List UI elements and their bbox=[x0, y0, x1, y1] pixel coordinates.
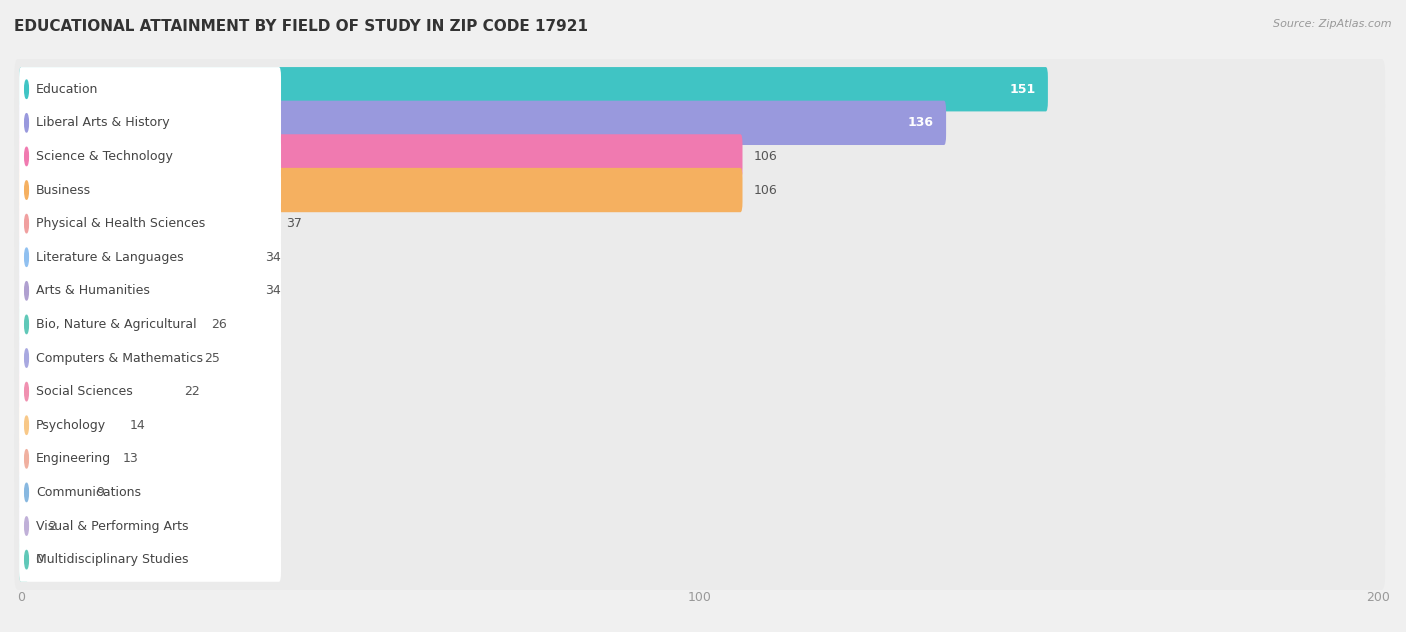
FancyBboxPatch shape bbox=[20, 168, 742, 212]
Text: 22: 22 bbox=[184, 385, 200, 398]
FancyBboxPatch shape bbox=[20, 134, 281, 179]
FancyBboxPatch shape bbox=[20, 437, 281, 481]
FancyBboxPatch shape bbox=[20, 302, 281, 346]
Text: Multidisciplinary Studies: Multidisciplinary Studies bbox=[37, 553, 188, 566]
FancyBboxPatch shape bbox=[20, 168, 281, 212]
Text: Source: ZipAtlas.com: Source: ZipAtlas.com bbox=[1274, 19, 1392, 29]
FancyBboxPatch shape bbox=[14, 227, 1385, 288]
Circle shape bbox=[25, 517, 28, 535]
FancyBboxPatch shape bbox=[20, 370, 281, 414]
FancyBboxPatch shape bbox=[20, 370, 173, 414]
FancyBboxPatch shape bbox=[14, 93, 1385, 153]
FancyBboxPatch shape bbox=[20, 235, 254, 279]
Circle shape bbox=[25, 550, 28, 569]
Circle shape bbox=[25, 80, 28, 99]
FancyBboxPatch shape bbox=[20, 403, 118, 447]
Text: Literature & Languages: Literature & Languages bbox=[37, 251, 184, 264]
FancyBboxPatch shape bbox=[20, 336, 281, 380]
FancyBboxPatch shape bbox=[20, 470, 281, 514]
FancyBboxPatch shape bbox=[20, 134, 742, 179]
FancyBboxPatch shape bbox=[20, 302, 200, 346]
FancyBboxPatch shape bbox=[14, 362, 1385, 422]
FancyBboxPatch shape bbox=[20, 100, 946, 145]
FancyBboxPatch shape bbox=[14, 59, 1385, 119]
Circle shape bbox=[25, 449, 28, 468]
Text: Computers & Mathematics: Computers & Mathematics bbox=[37, 351, 202, 365]
FancyBboxPatch shape bbox=[14, 193, 1385, 254]
Text: 37: 37 bbox=[285, 217, 302, 230]
Circle shape bbox=[25, 315, 28, 334]
Text: Business: Business bbox=[37, 183, 91, 197]
FancyBboxPatch shape bbox=[20, 437, 111, 481]
FancyBboxPatch shape bbox=[20, 504, 281, 548]
FancyBboxPatch shape bbox=[20, 269, 254, 313]
Text: Psychology: Psychology bbox=[37, 419, 107, 432]
FancyBboxPatch shape bbox=[20, 67, 1047, 111]
FancyBboxPatch shape bbox=[20, 470, 84, 514]
Circle shape bbox=[25, 349, 28, 367]
FancyBboxPatch shape bbox=[20, 100, 281, 145]
FancyBboxPatch shape bbox=[14, 294, 1385, 355]
Text: 136: 136 bbox=[908, 116, 934, 130]
Text: Physical & Health Sciences: Physical & Health Sciences bbox=[37, 217, 205, 230]
FancyBboxPatch shape bbox=[20, 202, 274, 246]
FancyBboxPatch shape bbox=[14, 160, 1385, 221]
Text: 34: 34 bbox=[266, 251, 281, 264]
Circle shape bbox=[25, 382, 28, 401]
FancyBboxPatch shape bbox=[14, 126, 1385, 186]
FancyBboxPatch shape bbox=[14, 462, 1385, 523]
Circle shape bbox=[25, 483, 28, 502]
FancyBboxPatch shape bbox=[20, 537, 28, 582]
Text: 13: 13 bbox=[122, 453, 139, 465]
Text: 106: 106 bbox=[754, 150, 778, 163]
FancyBboxPatch shape bbox=[20, 67, 281, 111]
Text: 151: 151 bbox=[1010, 83, 1036, 95]
Text: Visual & Performing Arts: Visual & Performing Arts bbox=[37, 520, 188, 533]
FancyBboxPatch shape bbox=[20, 235, 281, 279]
Text: 14: 14 bbox=[129, 419, 145, 432]
Text: Communications: Communications bbox=[37, 486, 141, 499]
FancyBboxPatch shape bbox=[14, 260, 1385, 321]
Text: 26: 26 bbox=[211, 318, 226, 331]
FancyBboxPatch shape bbox=[14, 530, 1385, 590]
FancyBboxPatch shape bbox=[20, 269, 281, 313]
Text: 25: 25 bbox=[204, 351, 221, 365]
Circle shape bbox=[25, 147, 28, 166]
Text: Science & Technology: Science & Technology bbox=[37, 150, 173, 163]
Circle shape bbox=[25, 181, 28, 199]
Text: 106: 106 bbox=[754, 183, 778, 197]
FancyBboxPatch shape bbox=[20, 504, 37, 548]
Text: Education: Education bbox=[37, 83, 98, 95]
Text: Bio, Nature & Agricultural: Bio, Nature & Agricultural bbox=[37, 318, 197, 331]
Circle shape bbox=[25, 248, 28, 267]
Text: 2: 2 bbox=[48, 520, 56, 533]
Circle shape bbox=[25, 282, 28, 300]
FancyBboxPatch shape bbox=[14, 328, 1385, 388]
Text: Engineering: Engineering bbox=[37, 453, 111, 465]
FancyBboxPatch shape bbox=[14, 428, 1385, 489]
Text: Social Sciences: Social Sciences bbox=[37, 385, 132, 398]
FancyBboxPatch shape bbox=[20, 336, 193, 380]
FancyBboxPatch shape bbox=[14, 395, 1385, 456]
Text: EDUCATIONAL ATTAINMENT BY FIELD OF STUDY IN ZIP CODE 17921: EDUCATIONAL ATTAINMENT BY FIELD OF STUDY… bbox=[14, 19, 588, 34]
Text: 34: 34 bbox=[266, 284, 281, 297]
FancyBboxPatch shape bbox=[20, 403, 281, 447]
Text: Liberal Arts & History: Liberal Arts & History bbox=[37, 116, 170, 130]
Text: 9: 9 bbox=[96, 486, 104, 499]
Circle shape bbox=[25, 114, 28, 132]
FancyBboxPatch shape bbox=[20, 537, 281, 582]
Text: 0: 0 bbox=[35, 553, 42, 566]
Text: Arts & Humanities: Arts & Humanities bbox=[37, 284, 150, 297]
Circle shape bbox=[25, 416, 28, 434]
FancyBboxPatch shape bbox=[14, 495, 1385, 556]
FancyBboxPatch shape bbox=[20, 202, 281, 246]
Circle shape bbox=[25, 214, 28, 233]
